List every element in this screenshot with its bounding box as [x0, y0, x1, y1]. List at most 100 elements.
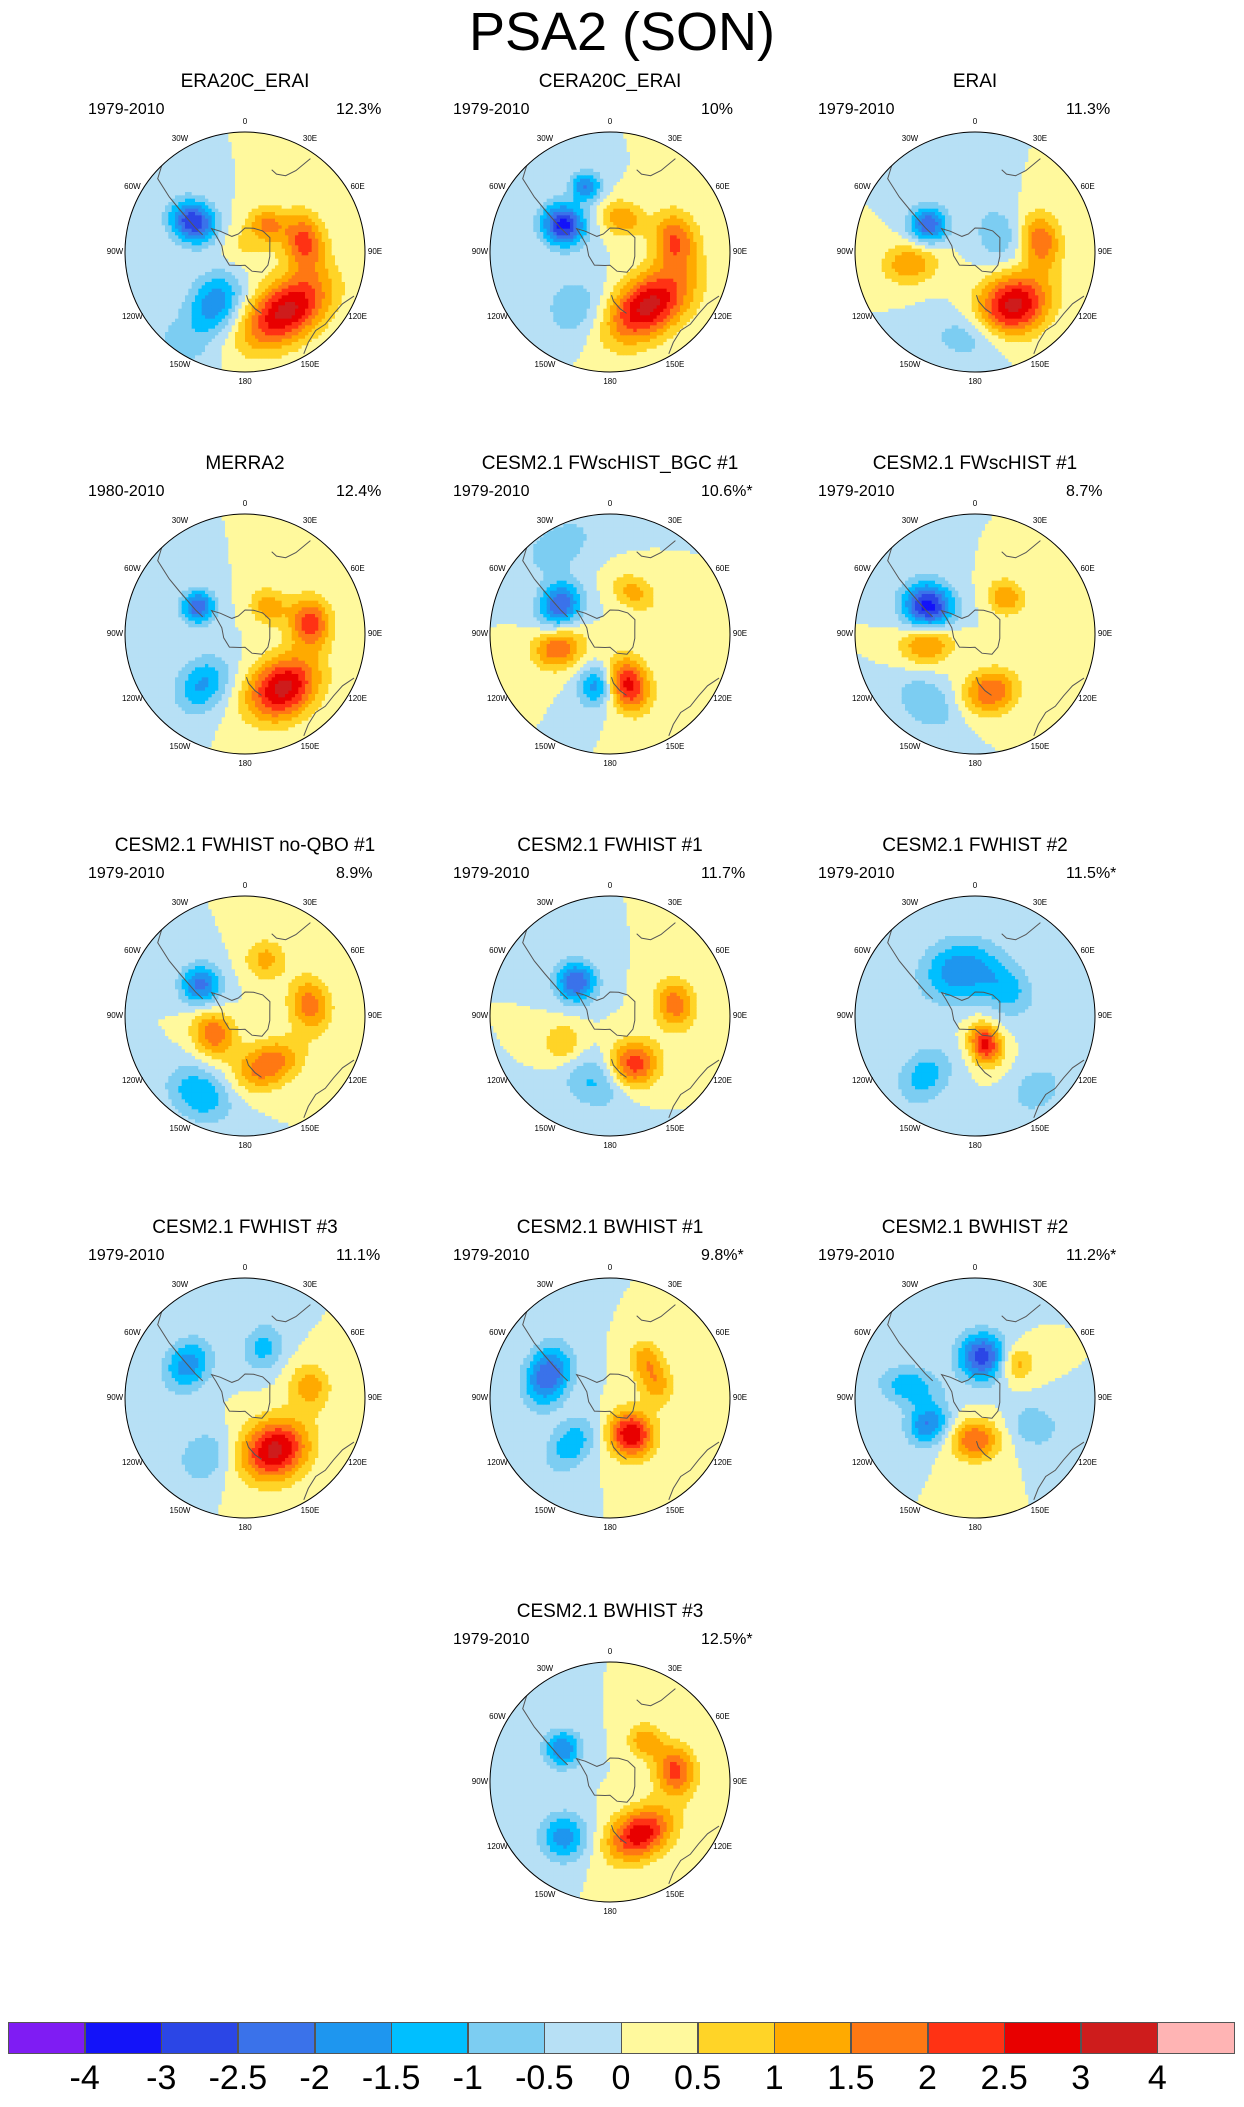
- field-cell: [275, 332, 279, 336]
- field-cell: [516, 212, 521, 216]
- field-cell: [513, 262, 518, 266]
- field-cell: [138, 205, 143, 210]
- field-cell: [265, 245, 269, 250]
- field-cell: [235, 308, 239, 313]
- field-cell: [218, 362, 223, 366]
- field-cell: [506, 242, 511, 246]
- field-cell: [288, 148, 293, 153]
- field-cell: [530, 305, 534, 310]
- field-cell: [175, 342, 179, 346]
- field-cell: [235, 205, 239, 210]
- field-cell: [188, 218, 193, 223]
- field-cell: [301, 338, 306, 343]
- field-cell: [135, 242, 139, 246]
- field-cell: [145, 222, 149, 226]
- field-cell: [145, 195, 149, 200]
- field-cell: [148, 308, 153, 313]
- field-cell: [235, 162, 239, 166]
- field-cell: [171, 245, 176, 250]
- field-cell: [221, 355, 226, 360]
- field-cell: [188, 162, 193, 166]
- field-cell: [325, 248, 329, 253]
- field-cell: [328, 285, 333, 290]
- field-cell: [175, 168, 179, 173]
- field-cell: [338, 222, 343, 226]
- field-cell: [191, 168, 196, 173]
- field-cell: [338, 288, 343, 293]
- field-cell: [171, 202, 176, 206]
- field-cell: [261, 325, 266, 330]
- field-cell: [281, 342, 286, 346]
- field-cell: [221, 352, 226, 356]
- field-cell: [128, 205, 133, 210]
- field-cell: [228, 155, 233, 160]
- field-cell: [245, 138, 249, 143]
- field-cell: [228, 222, 233, 226]
- field-cell: [301, 255, 306, 260]
- field-cell: [500, 228, 504, 233]
- field-cell: [321, 198, 326, 203]
- field-cell: [298, 222, 303, 226]
- field-cell: [315, 338, 319, 343]
- field-cell: [503, 215, 508, 220]
- field-cell: [158, 212, 163, 216]
- field-cell: [295, 138, 299, 143]
- field-cell: [321, 192, 326, 196]
- field-cell: [141, 265, 146, 270]
- field-cell: [221, 305, 226, 310]
- field-cell: [175, 248, 179, 253]
- field-cell: [188, 192, 193, 196]
- field-cell: [341, 218, 346, 223]
- field-cell: [536, 188, 541, 193]
- field-cell: [181, 205, 186, 210]
- field-cell: [305, 342, 309, 346]
- field-cell: [191, 222, 196, 226]
- field-cell: [191, 272, 196, 276]
- field-cell: [158, 302, 163, 306]
- field-cell: [308, 205, 313, 210]
- field-cell: [315, 282, 319, 286]
- field-cell: [145, 288, 149, 293]
- field-cell: [533, 302, 538, 306]
- field-cell: [533, 348, 538, 353]
- field-cell: [288, 338, 293, 343]
- field-cell: [148, 295, 153, 300]
- field-cell: [231, 362, 236, 366]
- field-cell: [168, 268, 173, 273]
- field-cell: [311, 312, 316, 316]
- field-cell: [506, 205, 511, 210]
- field-cell: [335, 268, 339, 273]
- field-cell: [185, 315, 189, 320]
- field-cell: [131, 208, 136, 213]
- field-cell: [148, 255, 153, 260]
- field-cell: [258, 268, 263, 273]
- field-cell: [325, 272, 329, 276]
- variance-explained: 12.3%: [336, 100, 381, 120]
- field-cell: [523, 185, 528, 190]
- field-cell: [188, 272, 193, 276]
- field-cell: [301, 308, 306, 313]
- field-cell: [281, 328, 286, 333]
- field-cell: [328, 332, 333, 336]
- field-cell: [141, 212, 146, 216]
- field-cell: [215, 295, 219, 300]
- field-cell: [265, 265, 269, 270]
- field-cell: [168, 202, 173, 206]
- field-cell: [131, 212, 136, 216]
- field-cell: [520, 205, 524, 210]
- field-cell: [195, 258, 199, 263]
- field-cell: [328, 192, 333, 196]
- field-cell: [198, 345, 203, 350]
- field-cell: [255, 232, 259, 236]
- field-cell: [281, 155, 286, 160]
- field-cell: [141, 285, 146, 290]
- field-cell: [265, 218, 269, 223]
- field-cell: [291, 262, 296, 266]
- field-cell: [211, 235, 216, 240]
- field-cell: [298, 352, 303, 356]
- field-cell: [201, 295, 206, 300]
- field-cell: [228, 148, 233, 153]
- field-cell: [295, 182, 299, 186]
- field-cell: [128, 278, 133, 283]
- field-cell: [513, 315, 518, 320]
